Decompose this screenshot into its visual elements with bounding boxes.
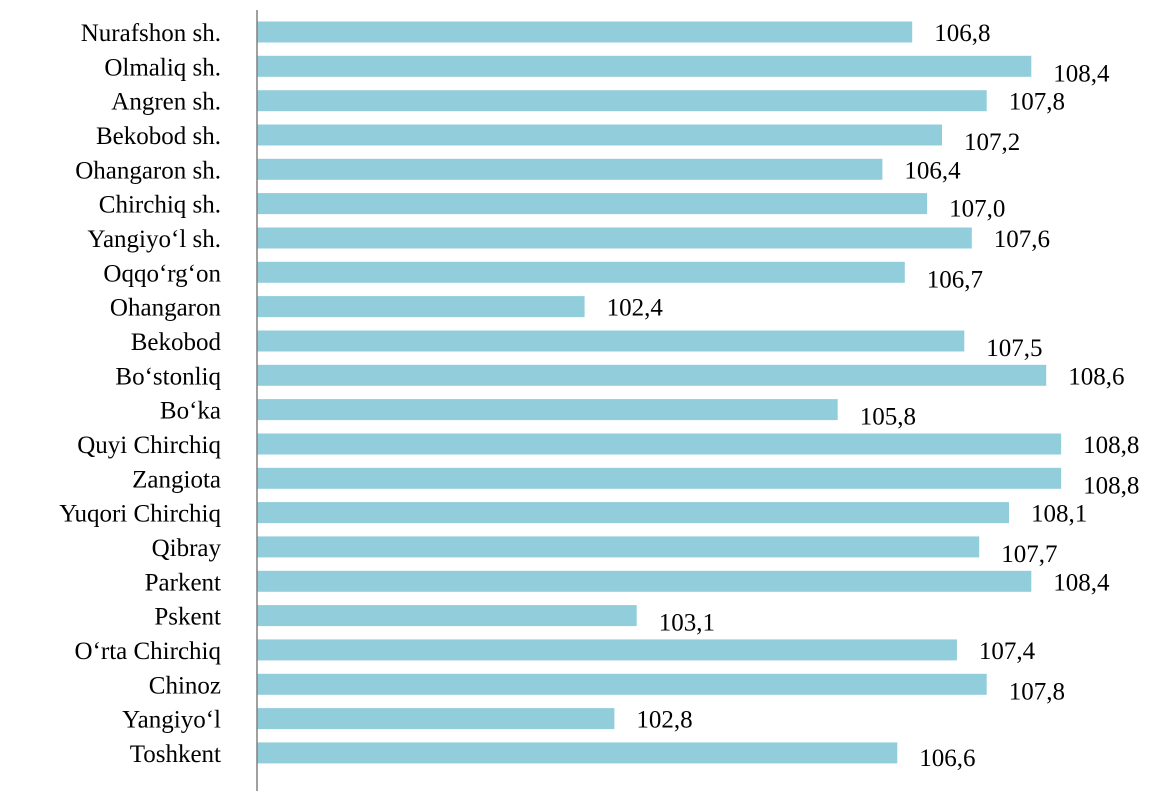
value-label: 107,2: [964, 129, 1020, 156]
value-label: 102,4: [607, 295, 664, 322]
category-label: Pskent: [154, 604, 221, 631]
value-label: 103,1: [659, 610, 715, 637]
bar: [257, 502, 1009, 524]
category-label: Chinoz: [149, 672, 221, 699]
category-label: Ohangaron sh.: [75, 157, 221, 184]
bar: [257, 261, 905, 283]
bar: [257, 639, 957, 661]
category-label: Bo‘ka: [160, 398, 221, 425]
bar: [257, 399, 838, 421]
category-label: Ohangaron: [110, 295, 222, 322]
category-label: Toshkent: [130, 741, 221, 768]
category-label: Parkent: [145, 569, 221, 596]
value-label: 105,8: [860, 404, 916, 431]
value-labels-group: 106,8108,4107,8107,2106,4107,0107,6106,7…: [607, 20, 1140, 772]
value-label: 107,6: [994, 226, 1050, 253]
category-label: O‘rta Chirchiq: [75, 638, 222, 665]
value-label: 108,4: [1053, 60, 1110, 87]
bar: [257, 296, 585, 318]
value-label: 102,8: [636, 707, 692, 734]
value-label: 106,6: [919, 745, 975, 772]
bar: [257, 536, 980, 558]
bar: [257, 90, 987, 112]
bar: [257, 330, 965, 352]
value-label: 107,8: [1009, 678, 1065, 705]
value-label: 108,6: [1068, 363, 1124, 390]
bar: [257, 21, 913, 43]
bar: [257, 570, 1032, 592]
bars-group: [257, 21, 1062, 764]
bar: [257, 158, 883, 180]
bar: [257, 467, 1062, 489]
category-label: Nurafshon sh.: [81, 20, 221, 47]
value-label: 108,4: [1053, 569, 1110, 596]
bar: [257, 124, 942, 146]
value-label: 107,8: [1009, 89, 1065, 116]
category-label: Olmaliq sh.: [104, 54, 221, 81]
bar: [257, 605, 637, 627]
bar: [257, 227, 972, 249]
category-label: Qibray: [152, 535, 222, 562]
bar: [257, 433, 1062, 455]
value-label: 107,4: [979, 638, 1036, 665]
category-label: Zangiota: [132, 466, 221, 493]
value-label: 106,8: [934, 20, 990, 47]
bar: [257, 742, 898, 764]
bar: [257, 708, 615, 730]
bar: [257, 55, 1032, 77]
value-label: 106,4: [904, 157, 961, 184]
category-label: Yangiyo‘l: [122, 707, 221, 734]
value-label: 107,0: [949, 196, 1005, 223]
category-label: Angren sh.: [111, 89, 221, 116]
bar: [257, 673, 987, 695]
category-label: Bekobod: [131, 329, 222, 356]
value-label: 108,8: [1083, 472, 1139, 499]
category-label: Bekobod sh.: [96, 123, 221, 150]
category-label: Chirchiq sh.: [99, 192, 221, 219]
value-label: 108,8: [1083, 432, 1139, 459]
category-label: Yangiyo‘l sh.: [87, 226, 221, 253]
bar: [257, 193, 928, 215]
category-label: Quyi Chirchiq: [77, 432, 221, 459]
value-label: 107,5: [986, 335, 1042, 362]
value-label: 108,1: [1031, 501, 1087, 528]
category-labels-group: Nurafshon sh. Olmaliq sh. Angren sh. Bekobo…: [59, 20, 221, 768]
bar: [257, 364, 1047, 386]
value-label: 107,7: [1001, 541, 1057, 568]
category-label: Oqqo‘rg‘on: [103, 260, 221, 287]
category-label: Bo‘stonliq: [115, 363, 221, 390]
value-label: 106,7: [927, 266, 983, 293]
category-label: Yuqori Chirchiq: [59, 501, 221, 528]
